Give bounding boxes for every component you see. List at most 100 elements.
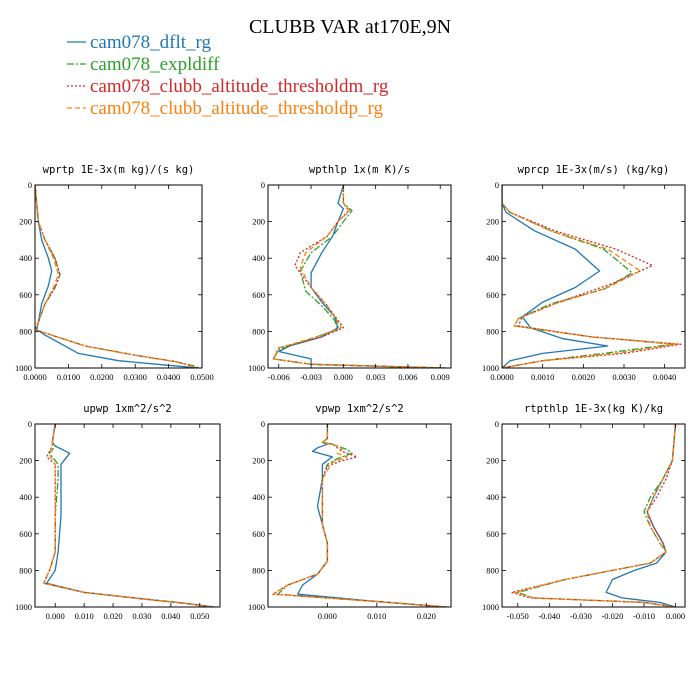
panel-title: upwp 1xm^2/s^2 <box>83 403 172 415</box>
chart-panel-6: rtpthlp 1E-3x(kg K)/kg -0.050 -0.040 -0.030… <box>482 403 686 621</box>
y-tick-label: 600 <box>252 290 265 300</box>
series-line-cam078_dflt_rg <box>278 185 441 368</box>
x-tick-label: 0.0020 <box>572 372 595 382</box>
series-line-cam078_clubb_altitude_thresholdp_rg <box>513 424 677 607</box>
panel-title: rtpthlp 1E-3x(kg K)/kg <box>524 403 663 415</box>
series-group <box>272 185 446 368</box>
series-group <box>502 185 682 368</box>
chart-panel-5: vpwp 1xm^2/s^2 0.000 0.010 0.020 0 200 400 600 8… <box>248 403 452 621</box>
x-tick-label: 0.010 <box>75 611 94 621</box>
x-tick-label: 0.0100 <box>57 372 80 382</box>
y-tick-label: 200 <box>486 217 499 227</box>
series-line-cam078_dflt_rg <box>35 185 199 368</box>
series-line-cam078_clubb_altitude_thresholdm_rg <box>272 185 446 368</box>
y-tick-label: 400 <box>486 253 499 263</box>
plot-frame <box>501 423 686 608</box>
chart-panel-2: wpthlp 1x(m K)/s -0.006 -0.003 0.000 0.003 0.… <box>248 164 452 382</box>
x-tick-label: 0.030 <box>132 611 151 621</box>
x-tick-label: 0.040 <box>161 611 180 621</box>
plot-frame <box>34 423 221 608</box>
series-line-cam078_expldiff <box>35 185 200 368</box>
series-line-cam078_clubb_altitude_thresholdp_rg <box>272 424 447 607</box>
y-tick-label: 800 <box>486 565 499 575</box>
y-tick-label: 800 <box>252 565 265 575</box>
y-tick-label: 1000 <box>482 602 499 612</box>
y-tick-label: 800 <box>486 326 499 336</box>
series-line-cam078_dflt_rg <box>502 185 609 368</box>
series-line-cam078_clubb_altitude_thresholdp_rg <box>43 424 212 607</box>
y-tick-label: 400 <box>252 492 265 502</box>
y-tick-label: 200 <box>19 456 32 466</box>
y-tick-label: 400 <box>19 492 32 502</box>
x-tick-label: -0.040 <box>538 611 560 621</box>
legend-entry: cam078_clubb_altitude_thresholdp_rg <box>90 98 384 119</box>
panels: wprtp 1E-3x(m kg)/(s kg)0.0000 0.0100 0.02… <box>15 164 686 621</box>
y-tick-label: 600 <box>19 290 32 300</box>
series-line-cam078_clubb_altitude_thresholdm_rg <box>272 424 447 607</box>
x-tick-label: -0.020 <box>601 611 623 621</box>
x-tick-label: 0.0300 <box>124 372 147 382</box>
series-group <box>272 424 447 607</box>
y-tick-label: 200 <box>486 456 499 466</box>
x-tick-label: 0.000 <box>318 611 337 621</box>
x-tick-label: -0.030 <box>570 611 592 621</box>
series-group <box>510 424 677 607</box>
legend: cam078_dflt_rgcam078_expldiffcam078_club… <box>67 32 389 119</box>
plot-frame <box>34 184 203 369</box>
y-tick-label: 1000 <box>248 363 265 373</box>
panel-title: wpthlp 1x(m K)/s <box>309 164 410 176</box>
y-tick-label: 600 <box>486 290 499 300</box>
y-tick-label: 0 <box>495 419 499 429</box>
series-group <box>35 185 200 368</box>
x-tick-label: -0.006 <box>268 372 290 382</box>
chart-panel-3: wprcp 1E-3x(m/s) (kg/kg) 0.0000 0.0010 0.00… <box>482 164 686 382</box>
legend-entry: cam078_dflt_rg <box>90 32 212 53</box>
y-tick-label: 1000 <box>248 602 265 612</box>
x-tick-label: 0.0400 <box>157 372 180 382</box>
x-tick-label: 0.000 <box>46 611 65 621</box>
series-group <box>43 424 215 607</box>
x-tick-label: -0.050 <box>507 611 529 621</box>
series-line-cam078_expldiff <box>43 424 212 607</box>
x-tick-label: 0.0000 <box>23 372 46 382</box>
y-tick-label: 1000 <box>15 363 32 373</box>
series-line-cam078_clubb_altitude_thresholdm_rg <box>43 424 212 607</box>
x-tick-label: 0.020 <box>103 611 122 621</box>
y-tick-label: 200 <box>19 217 32 227</box>
y-tick-label: 1000 <box>15 602 32 612</box>
series-line-cam078_expldiff <box>517 424 677 607</box>
y-tick-label: 400 <box>19 253 32 263</box>
y-tick-label: 800 <box>252 326 265 336</box>
x-tick-label: 0.000 <box>666 611 685 621</box>
x-tick-label: 0.0200 <box>90 372 113 382</box>
y-tick-label: 400 <box>486 492 499 502</box>
legend-entry: cam078_clubb_altitude_thresholdm_rg <box>90 76 389 97</box>
series-line-cam078_expldiff <box>272 185 446 368</box>
x-tick-label: 0.0000 <box>490 372 513 382</box>
series-line-cam078_dflt_rg <box>605 424 677 607</box>
y-tick-label: 600 <box>19 529 32 539</box>
x-tick-label: 0.0030 <box>612 372 635 382</box>
figure-title: CLUBB VAR at170E,9N <box>249 16 451 38</box>
series-line-cam078_dflt_rg <box>297 424 447 607</box>
y-tick-label: 0 <box>261 180 265 190</box>
y-tick-label: 0 <box>261 419 265 429</box>
x-tick-label: 0.010 <box>367 611 386 621</box>
series-line-cam078_clubb_altitude_thresholdm_rg <box>510 424 677 607</box>
series-line-cam078_clubb_altitude_thresholdp_rg <box>272 185 446 368</box>
y-tick-label: 800 <box>19 326 32 336</box>
y-tick-label: 0 <box>495 180 499 190</box>
panel-title: wprtp 1E-3x(m kg)/(s kg) <box>43 164 195 176</box>
chart-panel-1: wprtp 1E-3x(m kg)/(s kg) 0.0000 0.0100 0.02… <box>15 164 214 382</box>
y-tick-label: 1000 <box>482 363 499 373</box>
x-tick-label: 0.0500 <box>190 372 213 382</box>
y-tick-label: 200 <box>252 456 265 466</box>
y-tick-label: 0 <box>28 419 32 429</box>
plot-frame <box>267 184 452 369</box>
y-tick-label: 800 <box>19 565 32 575</box>
x-tick-label: -0.010 <box>633 611 655 621</box>
panel-title: wprcp 1E-3x(m/s) (kg/kg) <box>518 164 670 176</box>
y-tick-label: 600 <box>486 529 499 539</box>
y-tick-label: 0 <box>28 180 32 190</box>
